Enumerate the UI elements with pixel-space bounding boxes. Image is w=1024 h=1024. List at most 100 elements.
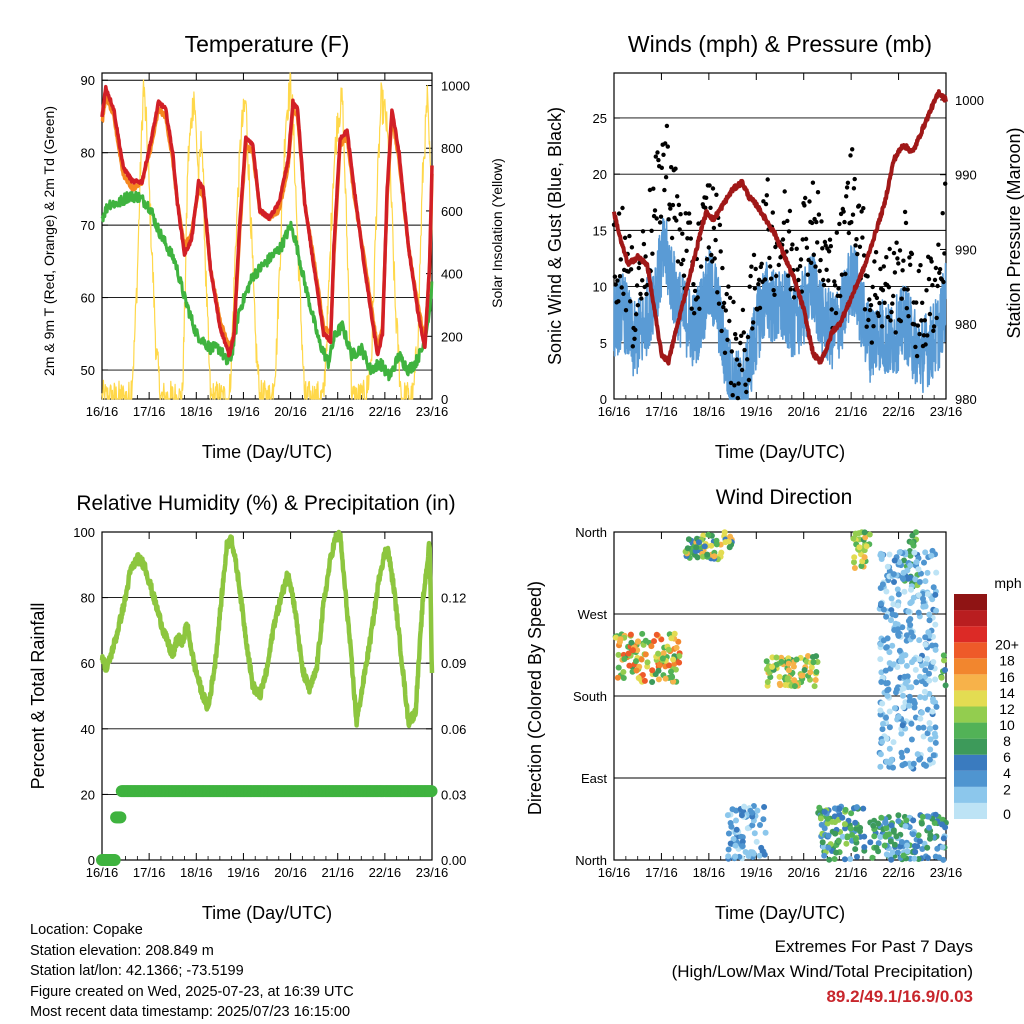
gust-point <box>612 274 618 279</box>
direction-point <box>890 571 897 578</box>
direction-point <box>739 843 746 850</box>
direction-point <box>813 653 820 660</box>
direction-point <box>909 532 916 539</box>
gust-point <box>854 237 859 242</box>
direction-point <box>824 815 831 822</box>
direction-point <box>685 536 692 543</box>
direction-point <box>833 849 840 856</box>
gust-point <box>824 267 829 272</box>
location-text: Location: Copake <box>30 922 143 938</box>
y-tick-label: 0 <box>600 392 607 407</box>
gust-point <box>786 273 791 278</box>
gust-point <box>751 252 757 258</box>
gust-point <box>681 257 686 263</box>
colorbar-label: 6 <box>1003 749 1011 765</box>
gust-point <box>872 259 877 264</box>
x-tick-label: 17/16 <box>133 865 166 880</box>
gust-point <box>804 245 810 250</box>
direction-point <box>900 685 907 692</box>
direction-point <box>916 579 923 585</box>
direction-point <box>907 562 914 569</box>
gust-point <box>869 340 874 345</box>
gust-point <box>876 313 881 319</box>
colorbar-title: mph <box>994 575 1021 591</box>
gust-point <box>721 304 726 310</box>
y2-axis-label: Solar Insolation (Yellow) <box>489 158 505 308</box>
gust-point <box>896 261 901 266</box>
direction-point <box>739 834 746 841</box>
direction-point <box>908 720 915 727</box>
latlon-text: Station lat/lon: 42.1366; -73.5199 <box>30 963 244 979</box>
y-tick-label: East <box>581 771 607 786</box>
direction-point <box>790 663 797 670</box>
gust-point <box>750 326 755 331</box>
gust-point <box>659 165 664 170</box>
gust-point <box>634 312 639 317</box>
x-tick-label: 21/16 <box>835 865 868 880</box>
gust-point <box>839 272 845 277</box>
direction-point <box>910 760 917 767</box>
x-tick-label: 16/16 <box>598 865 631 880</box>
x-tick-label: 20/16 <box>274 404 307 419</box>
direction-point <box>831 813 838 820</box>
gust-point <box>821 277 826 283</box>
direction-point <box>633 658 639 665</box>
gust-point <box>706 245 711 250</box>
gust-point <box>768 264 773 269</box>
direction-point <box>927 725 934 732</box>
y-tick-label: 20 <box>81 787 95 802</box>
y2-tick-label: 0.12 <box>441 591 466 606</box>
gust-point <box>722 350 728 355</box>
direction-point <box>861 554 868 561</box>
gust-point <box>838 293 843 299</box>
direction-point <box>922 694 928 701</box>
gust-point <box>941 279 946 285</box>
gust-point <box>776 262 781 268</box>
gust-point <box>924 288 929 293</box>
gust-point <box>616 211 622 216</box>
gust-point <box>668 206 673 211</box>
gust-point <box>800 237 805 242</box>
gust-point <box>880 288 886 293</box>
direction-point <box>886 551 893 558</box>
direction-point <box>893 686 900 693</box>
direction-point <box>913 559 920 565</box>
gust-point <box>891 250 897 256</box>
direction-point <box>933 569 940 576</box>
gust-point <box>619 285 624 290</box>
direction-point <box>890 601 897 608</box>
gust-point <box>670 202 676 208</box>
y-tick-label: 10 <box>593 280 607 295</box>
gust-point <box>931 324 937 329</box>
direction-point <box>883 680 890 687</box>
gust-point <box>759 261 764 266</box>
y-tick-label: 15 <box>593 223 607 238</box>
direction-point <box>821 852 828 859</box>
gust-point <box>829 307 834 312</box>
gust-point <box>765 177 770 182</box>
direction-point <box>844 834 851 841</box>
y-tick-label: 100 <box>73 525 95 540</box>
direction-point <box>883 613 890 620</box>
gust-point <box>861 253 867 258</box>
direction-point <box>926 756 933 763</box>
direction-point <box>651 638 657 645</box>
direction-point <box>911 855 918 862</box>
direction-point <box>811 683 818 690</box>
gust-point <box>729 349 734 354</box>
direction-point <box>733 817 739 824</box>
y-axis-label: 2m & 9m T (Red, Orange) & 2m Td (Green) <box>41 106 57 376</box>
gust-point <box>666 217 671 222</box>
gust-point <box>704 195 709 200</box>
gust-point <box>673 166 678 171</box>
direction-point <box>918 709 925 716</box>
direction-point <box>880 606 887 613</box>
gust-point <box>811 252 816 257</box>
colorbar-cell <box>954 690 987 707</box>
rain-point <box>425 785 438 798</box>
gust-point <box>796 277 801 283</box>
gust-point <box>617 274 623 279</box>
gust-point <box>901 258 906 263</box>
gust-point <box>749 264 754 269</box>
